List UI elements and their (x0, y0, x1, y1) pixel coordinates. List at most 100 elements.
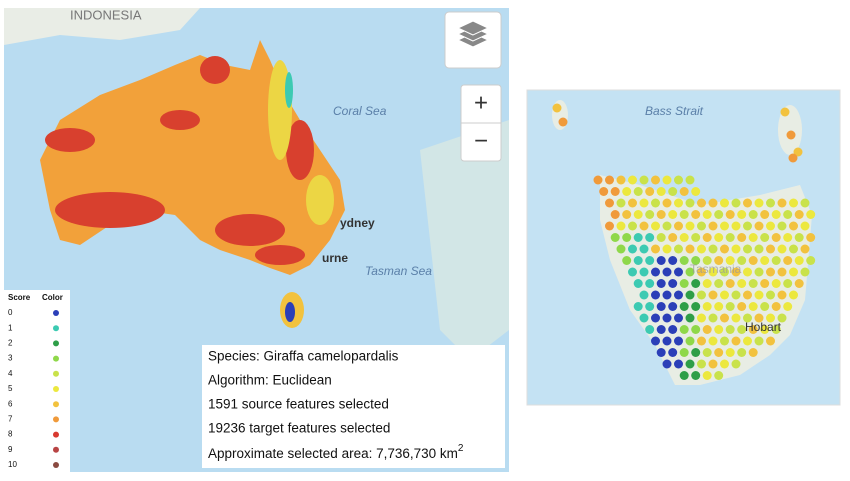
score-cell (748, 279, 758, 288)
score-cell (708, 221, 718, 231)
score-cell (668, 279, 678, 288)
score-cell (737, 256, 747, 265)
score-cell (731, 244, 741, 254)
score-cell (616, 221, 626, 231)
score-cell (793, 147, 803, 157)
legend-swatch (53, 340, 59, 347)
score-cell (685, 359, 695, 369)
score-cell (725, 279, 735, 288)
score-cell (720, 290, 729, 300)
score-cell (702, 325, 712, 334)
score-cell (639, 175, 649, 185)
info-line: Algorithm: Euclidean (208, 373, 332, 388)
score-cell (610, 233, 620, 242)
score-cell (754, 267, 764, 277)
score-cell (639, 267, 649, 277)
score-cell (668, 256, 678, 265)
score-cell (662, 290, 672, 300)
info-line: 19236 target features selected (208, 421, 390, 436)
zoom-in[interactable]: + (474, 89, 488, 116)
score-cell (743, 221, 752, 231)
score-cell (800, 221, 810, 231)
country-label: INDONESIA (70, 7, 142, 22)
info-text: Species: Giraffa camelopardalis Algorith… (208, 349, 464, 461)
score-cell (691, 279, 701, 288)
score-cell (720, 336, 729, 346)
legend-swatch (53, 355, 59, 362)
score-cell (731, 336, 741, 346)
score-cell (760, 256, 770, 265)
legend-swatch (53, 310, 59, 316)
score-cell (558, 117, 568, 127)
legend-score: 0 (8, 308, 13, 317)
score-cell (674, 175, 683, 185)
score-cell (651, 221, 660, 231)
score-cell (748, 210, 758, 219)
high-score-area (45, 56, 314, 265)
score-cell (645, 256, 655, 265)
score-cell (777, 198, 787, 208)
info-line: Species: Giraffa camelopardalis (208, 349, 399, 364)
score-cell (622, 256, 632, 265)
left-map: INDONESIA Coral Sea Tasman Sea ydney urn… (4, 7, 509, 472)
score-cell (714, 279, 724, 288)
score-cell (685, 175, 695, 185)
score-cell (760, 325, 770, 334)
score-cell (731, 221, 741, 231)
score-cell (685, 244, 695, 254)
score-cell (622, 233, 632, 242)
score-cell (748, 348, 758, 357)
legend (4, 290, 70, 472)
score-cell (605, 221, 614, 231)
legend-score: 3 (8, 354, 13, 363)
score-cell (662, 175, 672, 185)
score-cell (691, 348, 701, 357)
score-cell (679, 302, 689, 311)
score-cell (668, 302, 678, 311)
score-cell (697, 198, 706, 208)
score-cell (743, 244, 752, 254)
legend-swatch (53, 462, 59, 468)
score-cell (702, 371, 712, 380)
score-cell (720, 267, 729, 277)
score-cell (679, 325, 689, 334)
score-cell (748, 256, 758, 265)
low-score-area (285, 72, 293, 108)
score-cell (633, 210, 643, 219)
score-cell (708, 267, 718, 277)
score-cell (651, 175, 660, 185)
score-cell (679, 210, 689, 219)
score-cell (771, 325, 781, 334)
score-cell (645, 279, 655, 288)
score-cell (691, 210, 701, 219)
score-cell (737, 302, 747, 311)
score-cell (714, 348, 724, 357)
score-cell (737, 210, 747, 219)
score-cell (593, 175, 603, 185)
score-cell (679, 233, 689, 242)
score-cell (702, 256, 712, 265)
legend-score: 1 (8, 323, 13, 332)
score-cell (702, 233, 712, 242)
score-cell (766, 290, 775, 300)
legend-score: 9 (8, 445, 13, 454)
score-cell (786, 130, 796, 140)
score-cell (737, 348, 747, 357)
score-cell (605, 175, 614, 185)
score-cell (679, 256, 689, 265)
score-cell (754, 221, 764, 231)
score-cell (685, 221, 695, 231)
right-map: Bass Strait Tasmania Hobart (526, 89, 841, 406)
score-cell (645, 233, 655, 242)
score-cell (691, 302, 701, 311)
score-cell (639, 290, 649, 300)
score-cell (806, 210, 816, 219)
score-cell (605, 198, 614, 208)
score-cell (691, 233, 701, 242)
zoom-out[interactable]: − (474, 127, 488, 154)
score-cell (656, 302, 666, 311)
score-cell (708, 359, 718, 369)
score-cell (754, 336, 764, 346)
score-cell (679, 348, 689, 357)
